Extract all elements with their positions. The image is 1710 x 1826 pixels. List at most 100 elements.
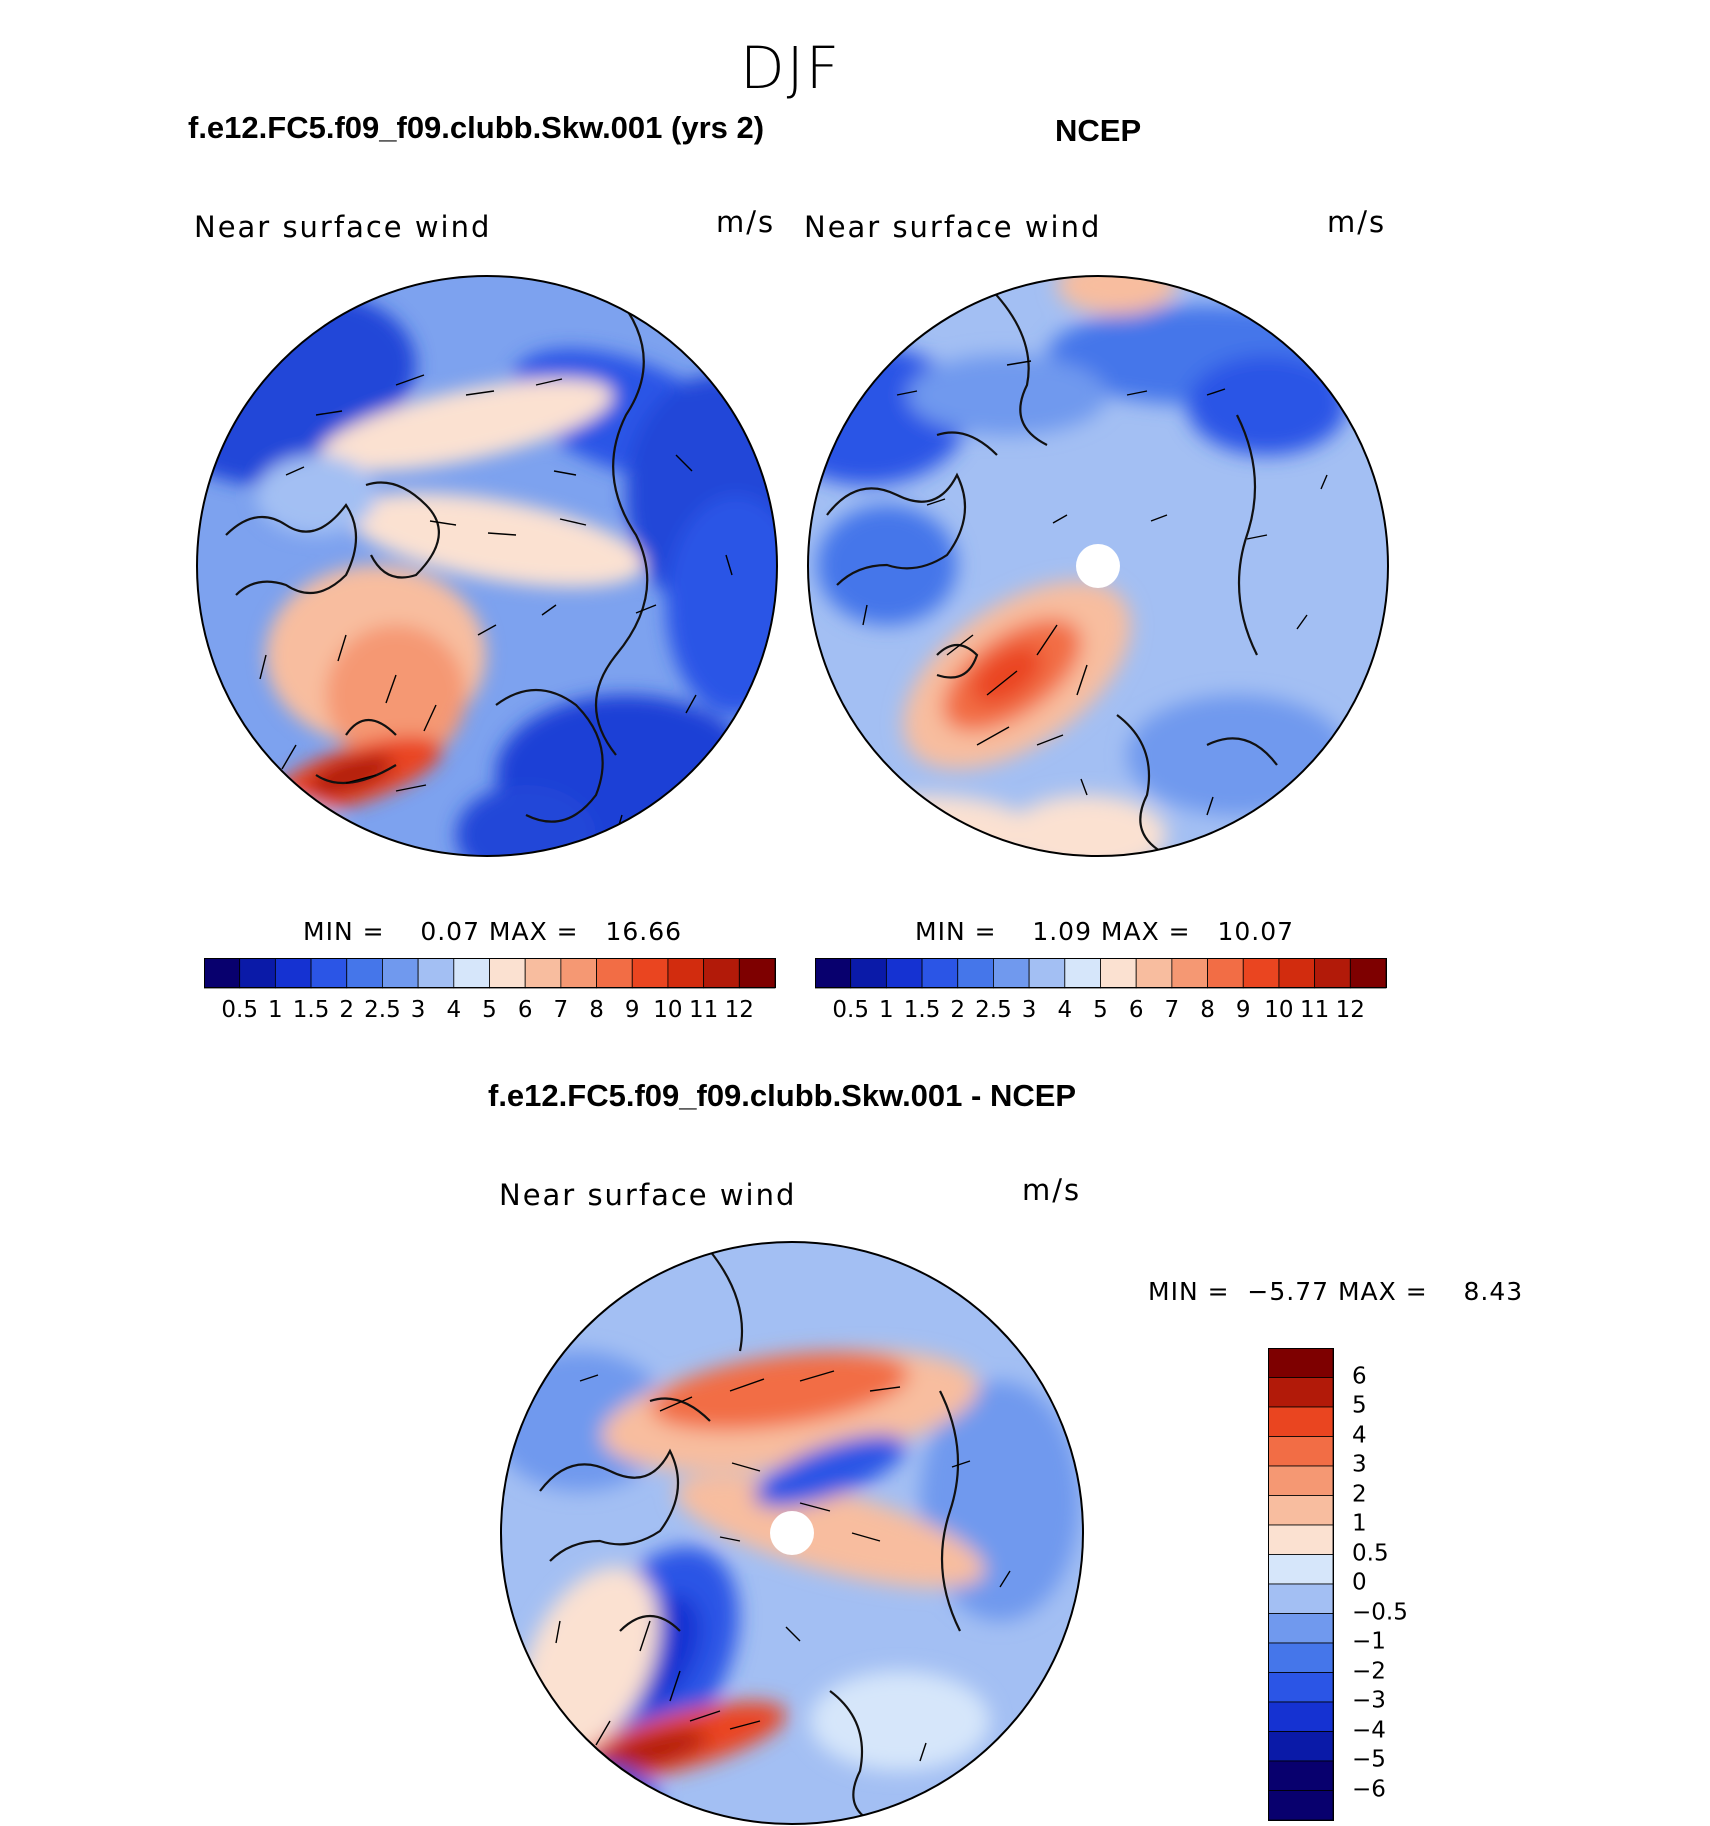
colorbar-tick-label: 12 xyxy=(724,997,754,1023)
colorbar-swatch xyxy=(1171,958,1208,989)
panel-3-units-label: m/s xyxy=(1022,1173,1082,1207)
colorbar-swatch xyxy=(489,958,526,989)
colorbar-tick-label: −4 xyxy=(1352,1717,1386,1744)
colorbar-tick-label: 4 xyxy=(446,997,462,1023)
colorbar-tick-label: 1 xyxy=(879,997,894,1023)
colorbar-tick-label: 4 xyxy=(1352,1422,1367,1449)
colorbar-swatch xyxy=(1028,958,1066,989)
panel-3-colorbar-ticks: 6 5 4 3 2 1 0.5 0 −0.5 −1 −2 −3 −4 −5 −6 xyxy=(1340,1348,1420,1822)
colorbar-swatch xyxy=(1268,1642,1334,1673)
colorbar-tick-label: 7 xyxy=(1164,997,1180,1023)
colorbar-swatch xyxy=(921,958,959,989)
colorbar-tick-label: 1 xyxy=(1352,1510,1367,1537)
colorbar-swatch xyxy=(596,958,633,989)
colorbar-tick-label: 2 xyxy=(339,997,355,1023)
panel-2-variable-label: Near surface wind xyxy=(804,210,1102,244)
colorbar-tick-label: 3 xyxy=(410,997,426,1023)
colorbar-swatch xyxy=(1268,1348,1334,1378)
colorbar-swatch xyxy=(1314,958,1351,989)
colorbar-tick-label: 12 xyxy=(1335,997,1365,1023)
season-title: DJF xyxy=(740,34,842,102)
colorbar-tick-label: 1.5 xyxy=(903,997,941,1023)
colorbar-tick-label: 10 xyxy=(653,997,683,1023)
colorbar-tick-label: 0.5 xyxy=(221,997,258,1023)
colorbar-swatch xyxy=(1268,1524,1334,1555)
colorbar-swatch xyxy=(1268,1613,1334,1644)
panel-2-units-label: m/s xyxy=(1327,205,1387,239)
colorbar-swatch xyxy=(703,958,740,989)
colorbar-tick-label: 0.5 xyxy=(1352,1540,1389,1567)
colorbar-tick-label: 3 xyxy=(1021,997,1037,1023)
colorbar-tick-label: 5 xyxy=(482,997,497,1023)
colorbar-tick-label: −3 xyxy=(1352,1687,1386,1714)
colorbar-swatch xyxy=(1207,958,1244,989)
colorbar-tick-label: −2 xyxy=(1352,1658,1386,1685)
colorbar-tick-label: 2 xyxy=(1352,1481,1367,1508)
colorbar-swatch xyxy=(631,958,669,989)
panel-2-title: NCEP xyxy=(1055,113,1142,148)
colorbar-tick-label: 6 xyxy=(1128,997,1144,1023)
colorbar-swatch xyxy=(1268,1436,1334,1467)
colorbar-swatch xyxy=(885,958,923,989)
colorbar-swatch xyxy=(1278,958,1316,989)
panel-3-colorbar xyxy=(1268,1348,1334,1821)
colorbar-tick-label: 6 xyxy=(517,997,533,1023)
colorbar-swatch xyxy=(204,958,241,989)
colorbar-swatch xyxy=(1268,1406,1334,1437)
colorbar-tick-label: 3 xyxy=(1352,1451,1367,1478)
colorbar-swatch xyxy=(239,958,276,989)
colorbar-swatch xyxy=(1268,1377,1334,1408)
colorbar-tick-label: 5 xyxy=(1352,1392,1367,1419)
colorbar-swatch xyxy=(1268,1583,1334,1614)
colorbar-tick-label: 6 xyxy=(1352,1363,1367,1390)
colorbar-tick-label: 0 xyxy=(1352,1569,1367,1596)
colorbar-swatch xyxy=(1268,1465,1334,1496)
colorbar-swatch xyxy=(957,958,994,989)
colorbar-swatch xyxy=(1268,1554,1334,1585)
colorbar-tick-label: 2.5 xyxy=(975,997,1012,1023)
panel-1-min-max: MIN = 0.07 MAX = 16.66 xyxy=(303,917,683,946)
colorbar-tick-label: 5 xyxy=(1093,997,1108,1023)
colorbar-swatch xyxy=(1268,1760,1334,1791)
panel-2-colorbar-ticks: 0.5 1 1.5 2 2.5 3 4 5 6 7 8 9 10 11 12 xyxy=(815,997,1387,1027)
panel-2-polar-map xyxy=(807,275,1389,857)
colorbar-tick-label: 7 xyxy=(553,997,569,1023)
colorbar-tick-label: 4 xyxy=(1057,997,1073,1023)
colorbar-tick-label: 11 xyxy=(1299,997,1330,1023)
colorbar-tick-label: 1.5 xyxy=(292,997,330,1023)
colorbar-swatch xyxy=(417,958,455,989)
panel-3-polar-map xyxy=(500,1241,1084,1825)
colorbar-swatch xyxy=(1268,1495,1334,1526)
colorbar-tick-label: 8 xyxy=(589,997,604,1023)
colorbar-tick-label: 0.5 xyxy=(832,997,869,1023)
colorbar-swatch xyxy=(453,958,490,989)
colorbar-tick-label: 8 xyxy=(1200,997,1215,1023)
panel-1-title: f.e12.FC5.f09_f09.clubb.Skw.001 (yrs 2) xyxy=(188,110,765,145)
colorbar-swatch xyxy=(382,958,419,989)
panel-1-units-label: m/s xyxy=(716,205,776,239)
colorbar-swatch xyxy=(1268,1672,1334,1703)
panel-1-polar-map xyxy=(196,275,778,857)
colorbar-swatch xyxy=(1268,1790,1334,1821)
colorbar-tick-label: −1 xyxy=(1352,1628,1386,1655)
colorbar-swatch xyxy=(1135,958,1173,989)
colorbar-tick-label: 1 xyxy=(268,997,283,1023)
colorbar-tick-label: −5 xyxy=(1352,1746,1386,1773)
colorbar-swatch xyxy=(560,958,597,989)
panel-3-min-max: MIN = −5.77 MAX = 8.43 xyxy=(1148,1277,1524,1306)
colorbar-tick-label: −0.5 xyxy=(1352,1599,1408,1626)
colorbar-swatch xyxy=(667,958,705,989)
colorbar-swatch xyxy=(346,958,383,989)
colorbar-swatch xyxy=(850,958,887,989)
colorbar-swatch xyxy=(310,958,348,989)
panel-2-colorbar xyxy=(815,958,1387,989)
panel-3-variable-label: Near surface wind xyxy=(499,1178,797,1212)
colorbar-swatch xyxy=(524,958,562,989)
colorbar-swatch xyxy=(1268,1731,1334,1762)
colorbar-tick-label: 10 xyxy=(1264,997,1294,1023)
colorbar-tick-label: 2 xyxy=(950,997,966,1023)
colorbar-swatch xyxy=(1242,958,1280,989)
colorbar-swatch xyxy=(1268,1701,1334,1732)
colorbar-swatch xyxy=(1064,958,1101,989)
colorbar-swatch xyxy=(815,958,852,989)
